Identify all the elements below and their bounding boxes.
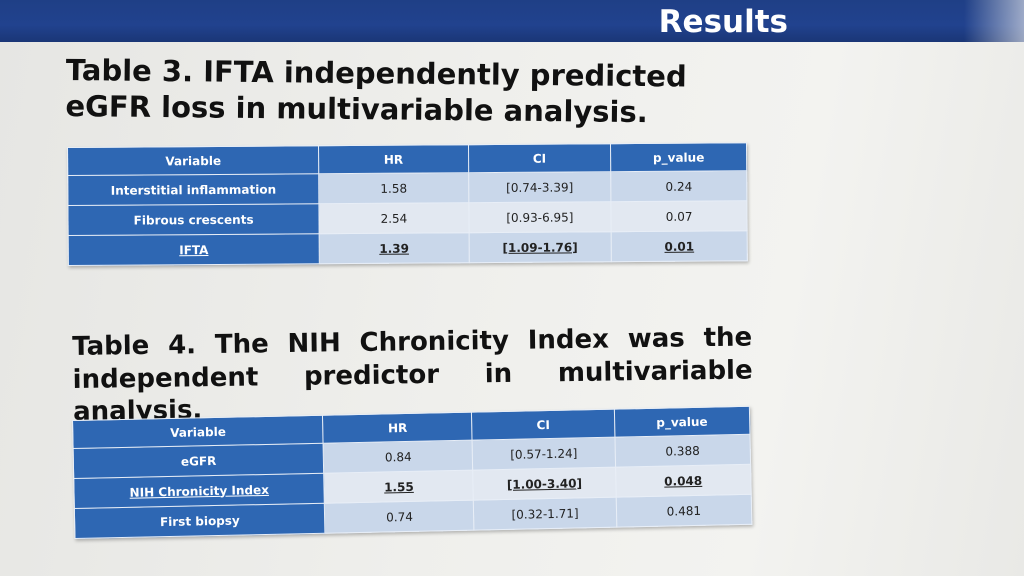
column-header-hr: HR bbox=[322, 412, 473, 444]
variable-cell: First biopsy bbox=[74, 503, 326, 539]
p-value-cell: 0.01 bbox=[611, 230, 748, 262]
variable-cell: Interstitial inflammation bbox=[67, 173, 320, 206]
ci-cell: [1.09-1.76] bbox=[468, 231, 612, 263]
header-glare bbox=[964, 0, 1024, 42]
results-header-bar: Results bbox=[0, 0, 1024, 42]
column-header-variable: Variable bbox=[67, 145, 319, 176]
column-header-p-value: p_value bbox=[610, 142, 747, 172]
table3: Variable HR CI p_value Interstitial infl… bbox=[67, 142, 748, 266]
ci-cell: [0.32-1.71] bbox=[473, 497, 617, 531]
hr-cell: 1.39 bbox=[319, 232, 469, 264]
p-value-cell: 0.07 bbox=[611, 200, 748, 232]
table3-heading: Table 3. IFTA independently predicted eG… bbox=[65, 52, 687, 130]
hr-cell: 0.74 bbox=[324, 500, 475, 534]
variable-cell: IFTA bbox=[68, 233, 320, 266]
table-row-highlighted: IFTA 1.39 [1.09-1.76] 0.01 bbox=[68, 230, 748, 266]
p-value-cell: 0.048 bbox=[615, 464, 752, 498]
ci-cell: [0.93-6.95] bbox=[468, 201, 612, 233]
variable-cell: Fibrous crescents bbox=[67, 203, 320, 236]
hr-cell: 2.54 bbox=[319, 202, 469, 234]
table4: Variable HR CI p_value eGFR 0.84 [0.57-1… bbox=[72, 406, 752, 539]
table-row: Fibrous crescents 2.54 [0.93-6.95] 0.07 bbox=[67, 200, 748, 236]
p-value-cell: 0.24 bbox=[610, 170, 747, 202]
ci-cell: [0.57-1.24] bbox=[472, 437, 616, 471]
p-value-cell: 0.481 bbox=[615, 494, 752, 528]
column-header-hr: HR bbox=[318, 144, 469, 174]
p-value-cell: 0.388 bbox=[614, 434, 751, 468]
table-row: Interstitial inflammation 1.58 [0.74-3.3… bbox=[67, 170, 747, 206]
ci-cell: [1.00-3.40] bbox=[473, 467, 616, 501]
column-header-ci: CI bbox=[468, 143, 611, 173]
ci-cell: [0.74-3.39] bbox=[468, 171, 612, 203]
column-header-ci: CI bbox=[471, 409, 615, 441]
hr-cell: 1.58 bbox=[318, 172, 469, 204]
results-title: Results bbox=[658, 4, 788, 40]
hr-cell: 0.84 bbox=[323, 440, 474, 474]
hr-cell: 1.55 bbox=[324, 470, 474, 504]
column-header-p-value: p_value bbox=[613, 406, 750, 438]
